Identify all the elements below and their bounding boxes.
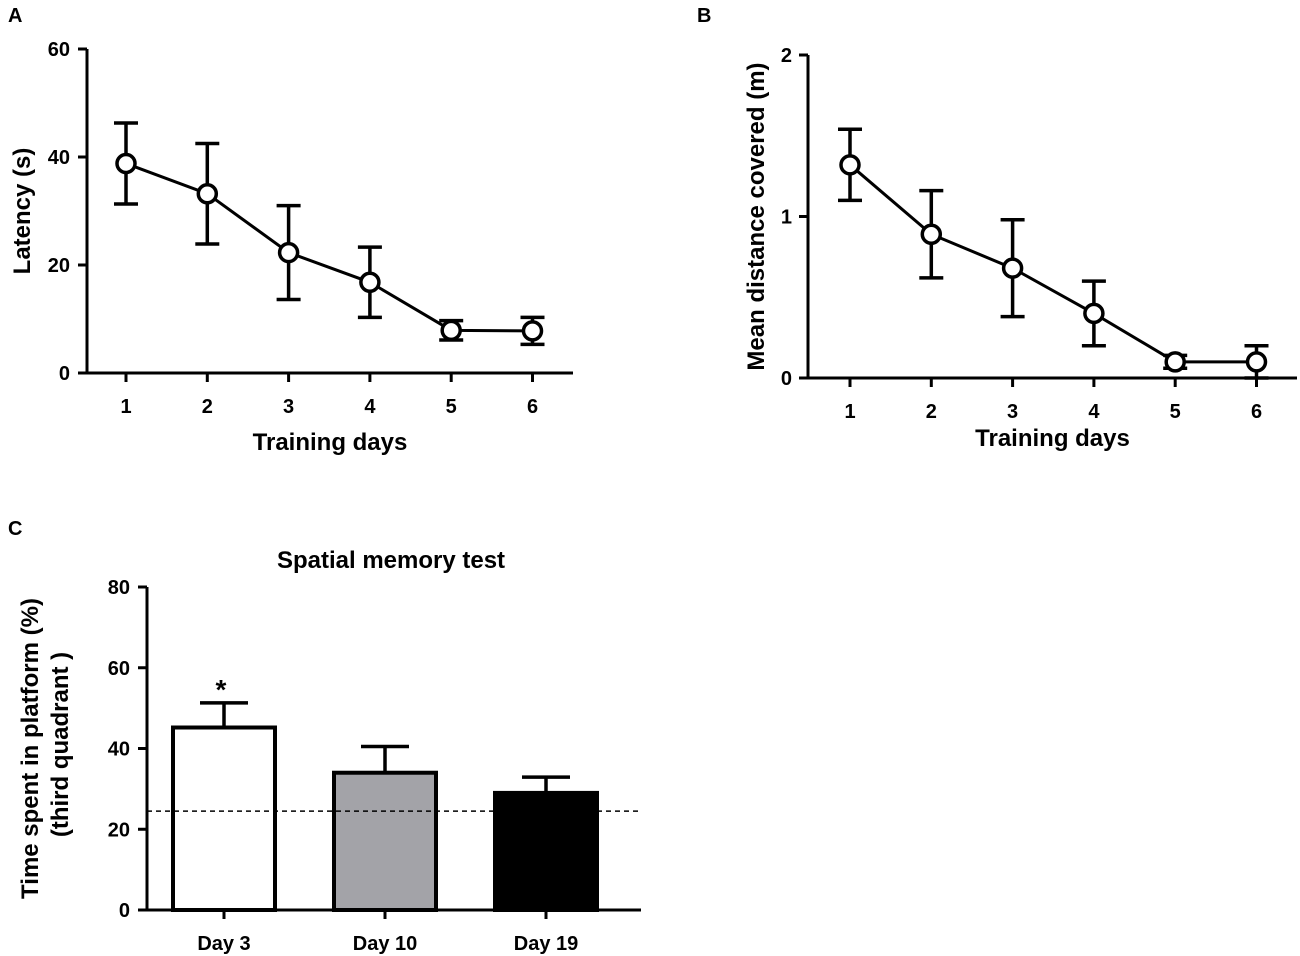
x-tick-label: 6 bbox=[1251, 401, 1262, 423]
x-tick-label: 5 bbox=[446, 396, 457, 418]
data-point bbox=[359, 271, 381, 294]
x-tick-label: 5 bbox=[1170, 401, 1181, 423]
chart-title: Spatial memory test bbox=[277, 547, 505, 574]
y-tick-label: 60 bbox=[108, 658, 130, 680]
series-line bbox=[849, 163, 1257, 364]
y-axis-label-line2: (third quadrant ) bbox=[47, 652, 74, 837]
data-point bbox=[1083, 302, 1105, 325]
x-tick-label: Day 19 bbox=[514, 933, 579, 955]
y-tick-label: 0 bbox=[119, 900, 130, 922]
data-point bbox=[440, 319, 462, 342]
data-point bbox=[277, 241, 300, 264]
x-tick-label: 1 bbox=[844, 401, 855, 423]
panel-label: B bbox=[697, 5, 711, 27]
y-axis-label-line1: Time spent in platform (%) bbox=[17, 598, 44, 899]
y-tick-label: 40 bbox=[48, 147, 70, 169]
x-axis-label: Training days bbox=[975, 425, 1130, 452]
y-axis-label: Mean distance covered (m) bbox=[743, 62, 770, 370]
y-tick-label: 20 bbox=[108, 819, 130, 841]
x-tick-label: 6 bbox=[527, 396, 538, 418]
y-tick-label: 2 bbox=[781, 45, 792, 67]
y-tick-label: 40 bbox=[108, 739, 130, 761]
data-point bbox=[115, 152, 137, 175]
data-point bbox=[839, 154, 861, 176]
x-tick-label: 2 bbox=[926, 401, 937, 423]
data-point bbox=[196, 182, 219, 205]
y-tick-label: 60 bbox=[48, 39, 70, 61]
panel-c: C 0 20 40 60 80 Spatial memory test Day 3 * Day 1… bbox=[8, 518, 641, 955]
significance-marker: * bbox=[216, 674, 227, 705]
bar bbox=[332, 770, 438, 912]
y-tick-label: 0 bbox=[59, 363, 70, 385]
y-tick-label: 1 bbox=[781, 207, 792, 229]
data-point bbox=[1245, 351, 1268, 373]
panel-label: A bbox=[8, 5, 22, 27]
data-point bbox=[521, 320, 544, 342]
panel-b: B 0 1 2 1 2 3 4 5 6 Training days Mean distance cov… bbox=[697, 5, 1297, 452]
panel-a: A 0 20 40 60 1 2 3 4 5 6 Training days Latency (s) bbox=[8, 5, 573, 456]
x-tick-label: 1 bbox=[120, 396, 131, 418]
x-tick-label: 3 bbox=[283, 396, 294, 418]
series-line bbox=[125, 162, 533, 333]
y-axis-label: Latency (s) bbox=[9, 148, 36, 275]
panel-label: C bbox=[8, 518, 22, 540]
x-tick-label: Day 3 bbox=[197, 933, 250, 955]
x-tick-label: 4 bbox=[1088, 401, 1100, 423]
data-point bbox=[920, 223, 943, 246]
x-tick-label: 2 bbox=[202, 396, 213, 418]
bar bbox=[493, 790, 599, 912]
x-axis-label: Training days bbox=[253, 429, 408, 456]
y-tick-label: 80 bbox=[108, 577, 130, 599]
data-point bbox=[1001, 257, 1024, 279]
data-point bbox=[1164, 351, 1186, 373]
x-tick-label: Day 10 bbox=[353, 933, 418, 955]
y-tick-label: 20 bbox=[48, 255, 70, 277]
y-tick-label: 0 bbox=[781, 368, 792, 390]
bar bbox=[171, 725, 277, 912]
x-tick-label: 4 bbox=[364, 396, 376, 418]
x-tick-label: 3 bbox=[1007, 401, 1018, 423]
